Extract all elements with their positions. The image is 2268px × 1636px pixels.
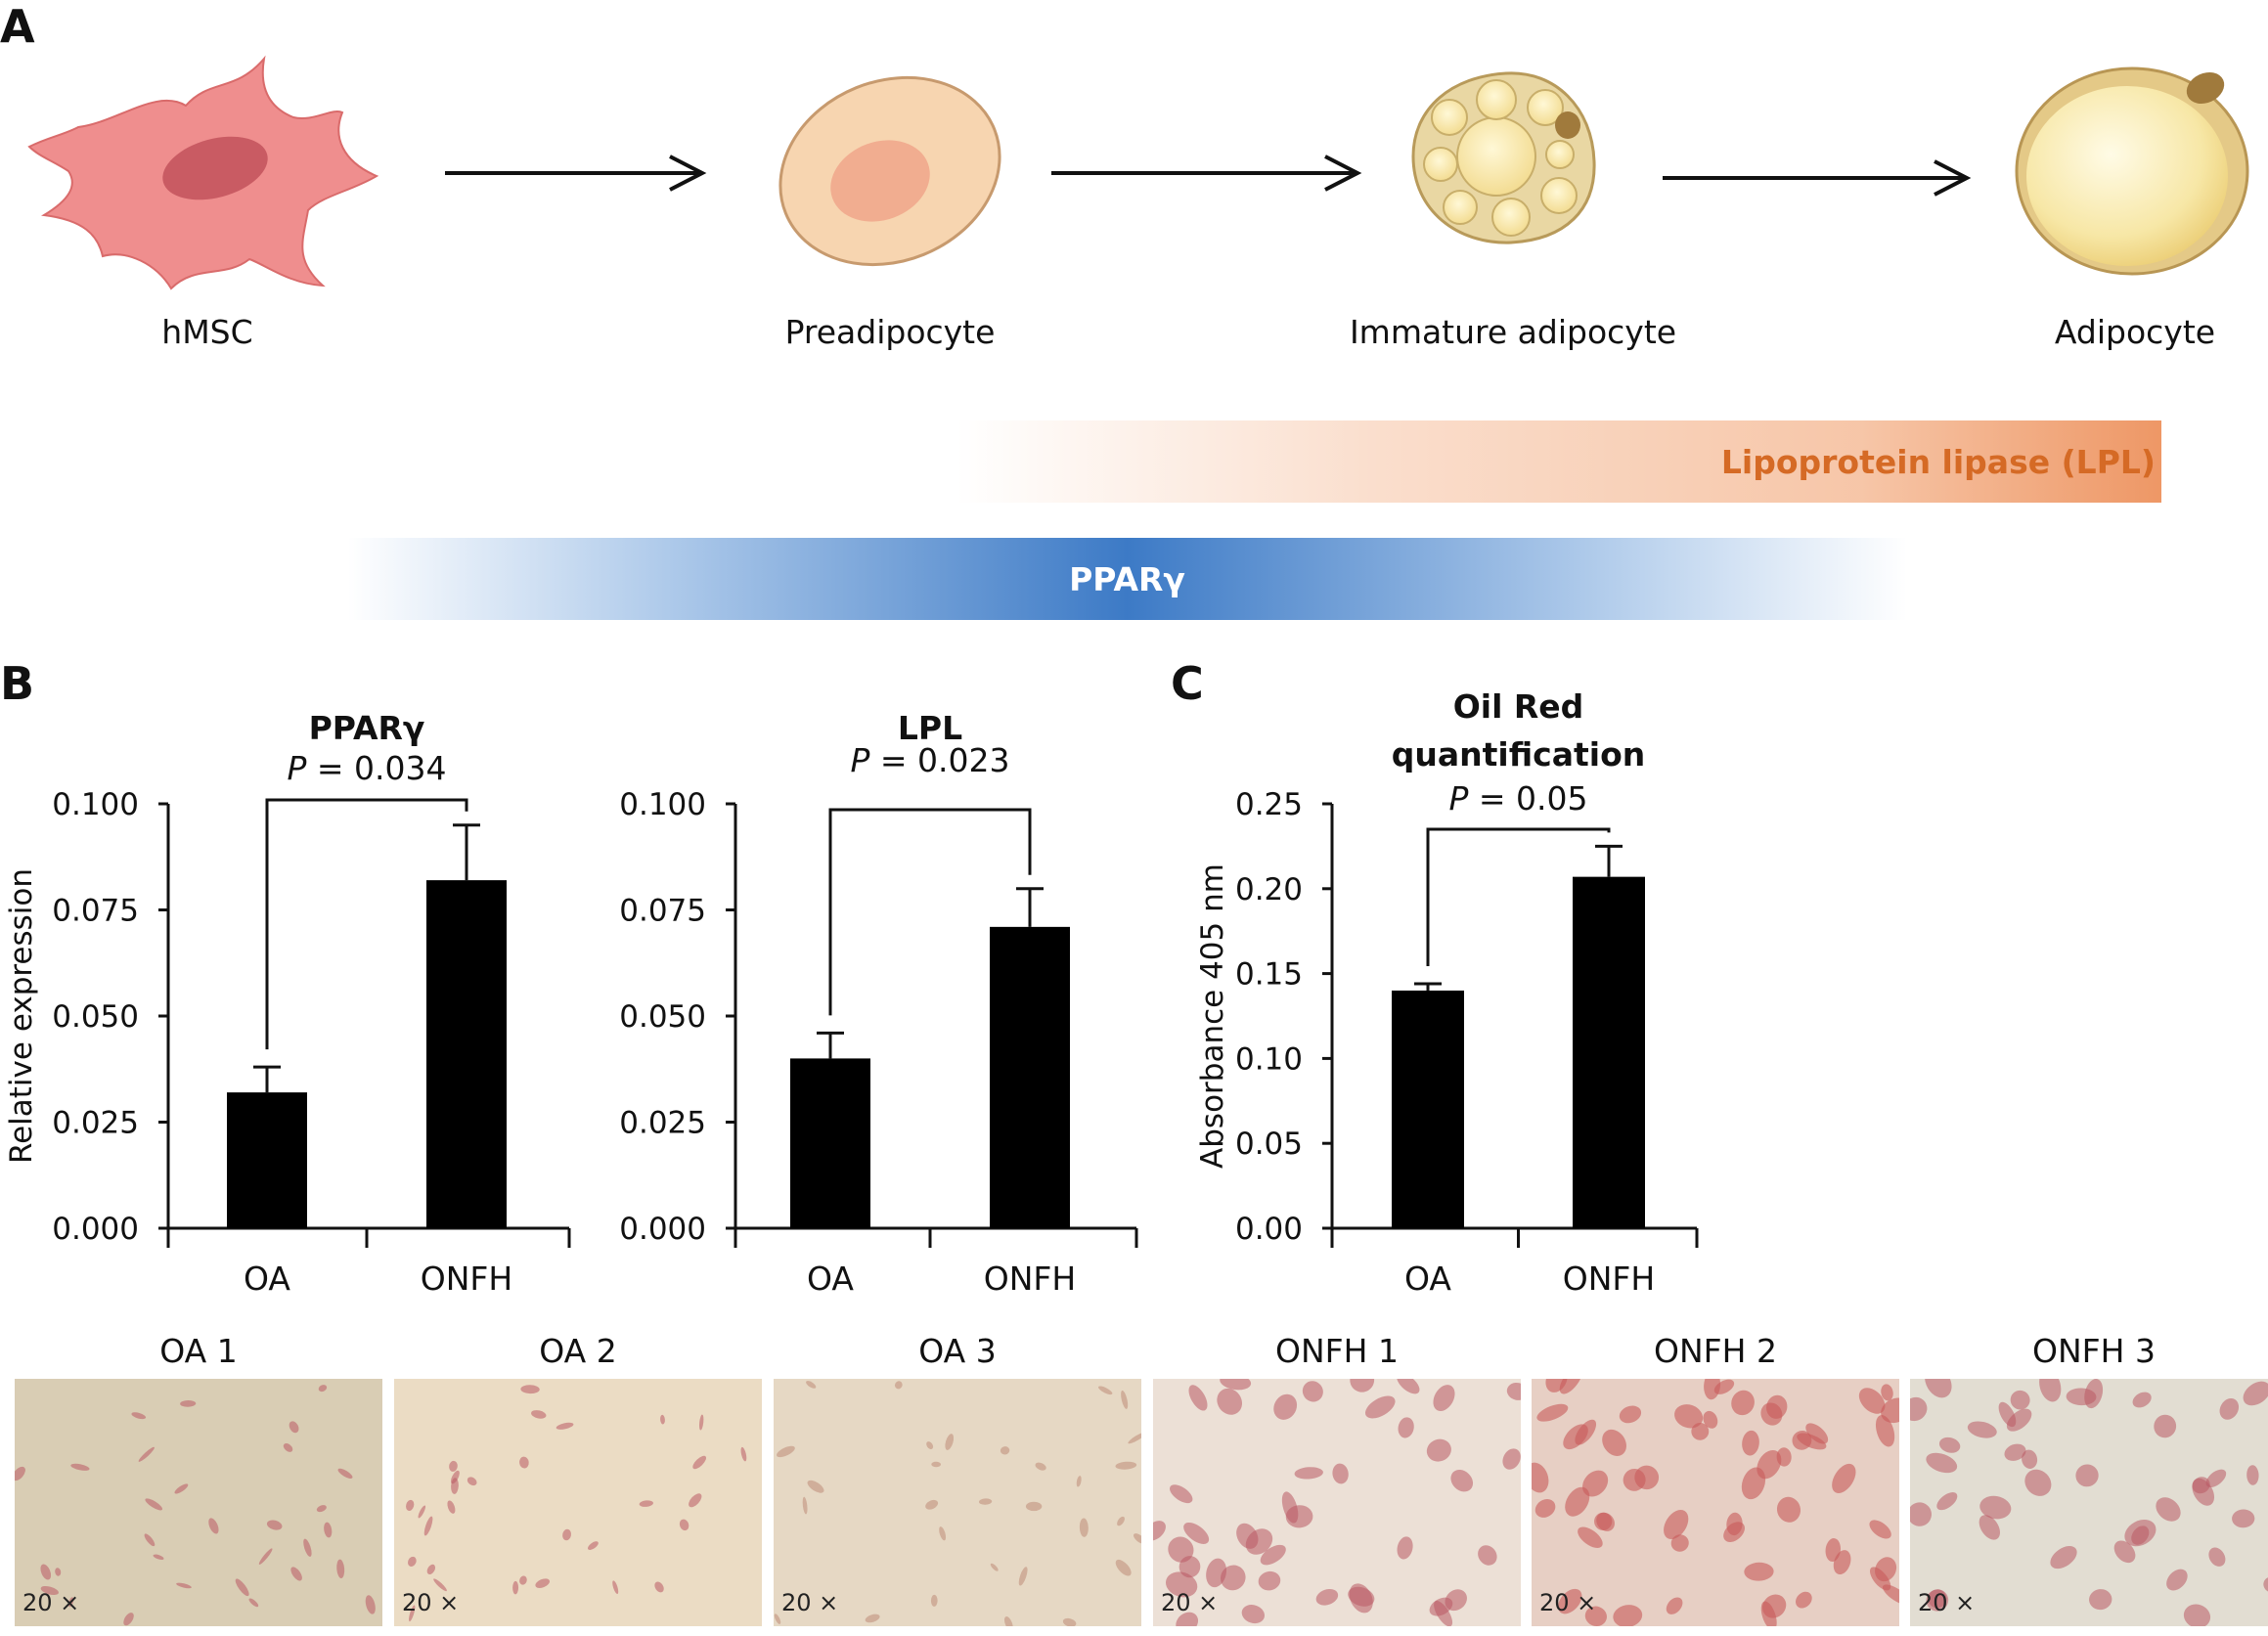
magnification-label-5: 20 × [1539,1589,1597,1616]
p-value-symbol-0: P [287,749,306,787]
stage-label-preadipocyte: Preadipocyte [784,313,996,351]
y-tick-label-0-0: 0.000 [52,1212,139,1247]
y-tick-label-0-4: 0.100 [52,787,139,822]
significance-bracket-0 [265,798,468,1050]
y-tick-label-2-4: 0.20 [1235,872,1303,907]
y-tick-label-1-1: 0.025 [619,1106,706,1141]
chart-title-1: LPL [898,709,962,747]
p-value-0: P = 0.034 [287,749,446,787]
panel-letter-b: B [0,657,35,710]
y-tick-label-0-1: 0.025 [52,1106,139,1141]
y-tick-label-2-5: 0.25 [1235,787,1303,822]
y-tick-label-1-2: 0.050 [619,999,706,1035]
p-value-number-1: = 0.023 [869,741,1009,779]
micrograph-6: 20 × [1910,1379,2268,1626]
p-value-number-2: = 0.05 [1468,779,1587,818]
p-value-symbol-2: P [1448,779,1468,818]
y-tick-label-0-2: 0.050 [52,999,139,1035]
arrow-immature-to-adipocyte [1663,159,1972,197]
x-tick-label-2-1: ONFH [1563,1260,1655,1298]
stage-label-adipocyte: Adipocyte [2054,313,2216,351]
bar-0-oa [227,1092,307,1228]
x-tick-label-0-0: OA [244,1260,290,1298]
arrow-preadipocyte-to-immature [1051,155,1362,192]
bar-0-onfh [426,880,507,1228]
y-tick-label-0-3: 0.075 [52,894,139,929]
y-tick-label-2-2: 0.10 [1235,1041,1303,1077]
preadipocyte-icon [778,75,1001,267]
p-value-1: P = 0.023 [850,741,1009,779]
differentiation-pathway [27,55,2249,290]
micrograph-title-4: ONFH 1 [1275,1332,1399,1370]
micrograph-4: 20 × [1153,1379,1521,1626]
micrograph-title-1: OA 1 [159,1332,238,1370]
y-axis-label-2: Absorbance 405 nm [1195,863,1230,1169]
p-value-2: P = 0.05 [1448,779,1587,818]
magnification-label-1: 20 × [22,1589,80,1616]
mesenchymal-stem-cell-icon [27,55,379,290]
bar-2-onfh [1573,876,1645,1228]
y-tick-label-2-0: 0.00 [1235,1212,1303,1247]
magnification-label-2: 20 × [402,1589,460,1616]
bar-1-oa [790,1058,870,1228]
significance-bracket-1 [828,808,1032,1016]
micrograph-title-6: ONFH 3 [2032,1332,2156,1370]
x-tick-label-1-1: ONFH [984,1260,1076,1298]
y-axis-label-0: Relative expression [4,868,39,1164]
p-value-number-0: = 0.034 [306,749,446,787]
micrograph-5: 20 × [1532,1379,1899,1626]
x-tick-label-2-0: OA [1404,1260,1451,1298]
y-tick-label-2-1: 0.05 [1235,1127,1303,1162]
panel-letter-a: A [0,0,35,53]
y-tick-label-1-0: 0.000 [619,1212,706,1247]
stage-label-immature-adipocyte: Immature adipocyte [1349,313,1677,351]
x-tick-label-0-1: ONFH [421,1260,512,1298]
ppar-gamma-expression-band: PPARγ [347,538,1907,620]
adipocyte-icon [2015,66,2249,276]
ppar-band-label: PPARγ [1069,559,1185,598]
bar-1-onfh [990,926,1070,1228]
chart-title-line-2-1: quantification [1392,735,1646,774]
magnification-label-4: 20 × [1161,1589,1219,1616]
arrow-hmsc-to-preadipocyte [445,155,707,192]
immature-adipocyte-icon [1411,71,1596,244]
y-tick-label-1-4: 0.100 [619,787,706,822]
y-tick-label-2-3: 0.15 [1235,957,1303,993]
micrograph-1: 20 × [15,1379,382,1626]
x-tick-label-1-0: OA [807,1260,854,1298]
micrograph-title-3: OA 3 [918,1332,997,1370]
magnification-label-6: 20 × [1918,1589,1976,1616]
panel-letter-c: C [1171,657,1204,710]
y-tick-label-1-3: 0.075 [619,894,706,929]
micrograph-title-2: OA 2 [539,1332,617,1370]
chart-title-line-2-0: Oil Red [1453,687,1584,726]
lpl-expression-band: Lipoprotein lipase (LPL) [956,420,2161,503]
chart-title-0: PPARγ [309,709,425,747]
micrograph-title-5: ONFH 2 [1654,1332,1777,1370]
p-value-symbol-1: P [850,741,869,779]
micrograph-2: 20 × [394,1379,762,1626]
stage-label-hmsc: hMSC [161,313,253,351]
significance-bracket-2 [1426,827,1611,967]
magnification-label-3: 20 × [781,1589,839,1616]
bar-2-oa [1392,990,1464,1228]
micrograph-3: 20 × [774,1379,1141,1626]
lpl-band-label: Lipoprotein lipase (LPL) [1720,442,2156,481]
